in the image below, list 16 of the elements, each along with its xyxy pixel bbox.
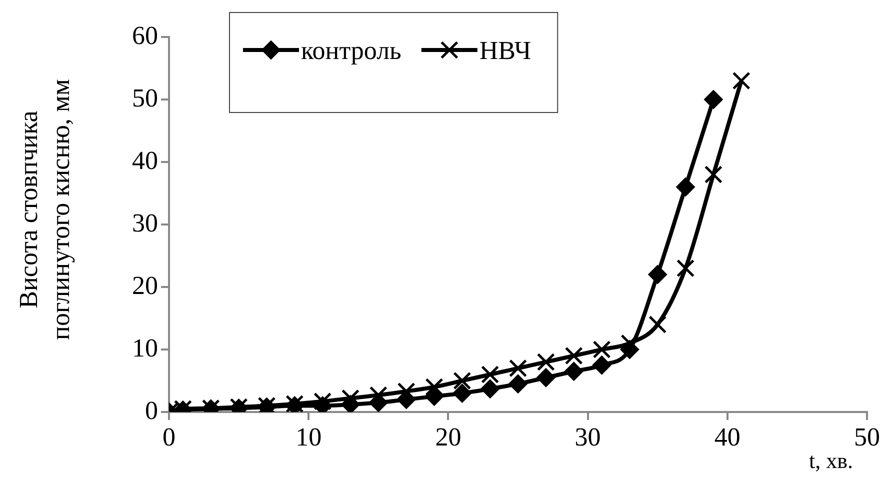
y-tick-label: 50 [132,83,158,112]
legend-label: контроль [301,36,402,65]
y-tick-label: 30 [132,208,158,238]
x-axis-title: t, хв. [809,448,853,473]
x-tick-label: 30 [574,422,601,452]
x-tick-label: 10 [296,422,322,452]
y-tick-label: 60 [132,20,158,50]
y-axis-title: Висота стовпчика поглинутого кисню, мм [14,79,75,340]
y-tick-label: 40 [132,146,158,175]
x-tick-label: 20 [435,422,462,452]
x-tick-label: 40 [714,422,740,452]
legend-label: НВЧ [479,36,532,65]
y-tick-label: 20 [132,270,158,300]
y-tick-label: 0 [145,396,158,425]
x-tick-label: 50 [854,422,880,452]
y-tick-label: 10 [132,333,158,362]
